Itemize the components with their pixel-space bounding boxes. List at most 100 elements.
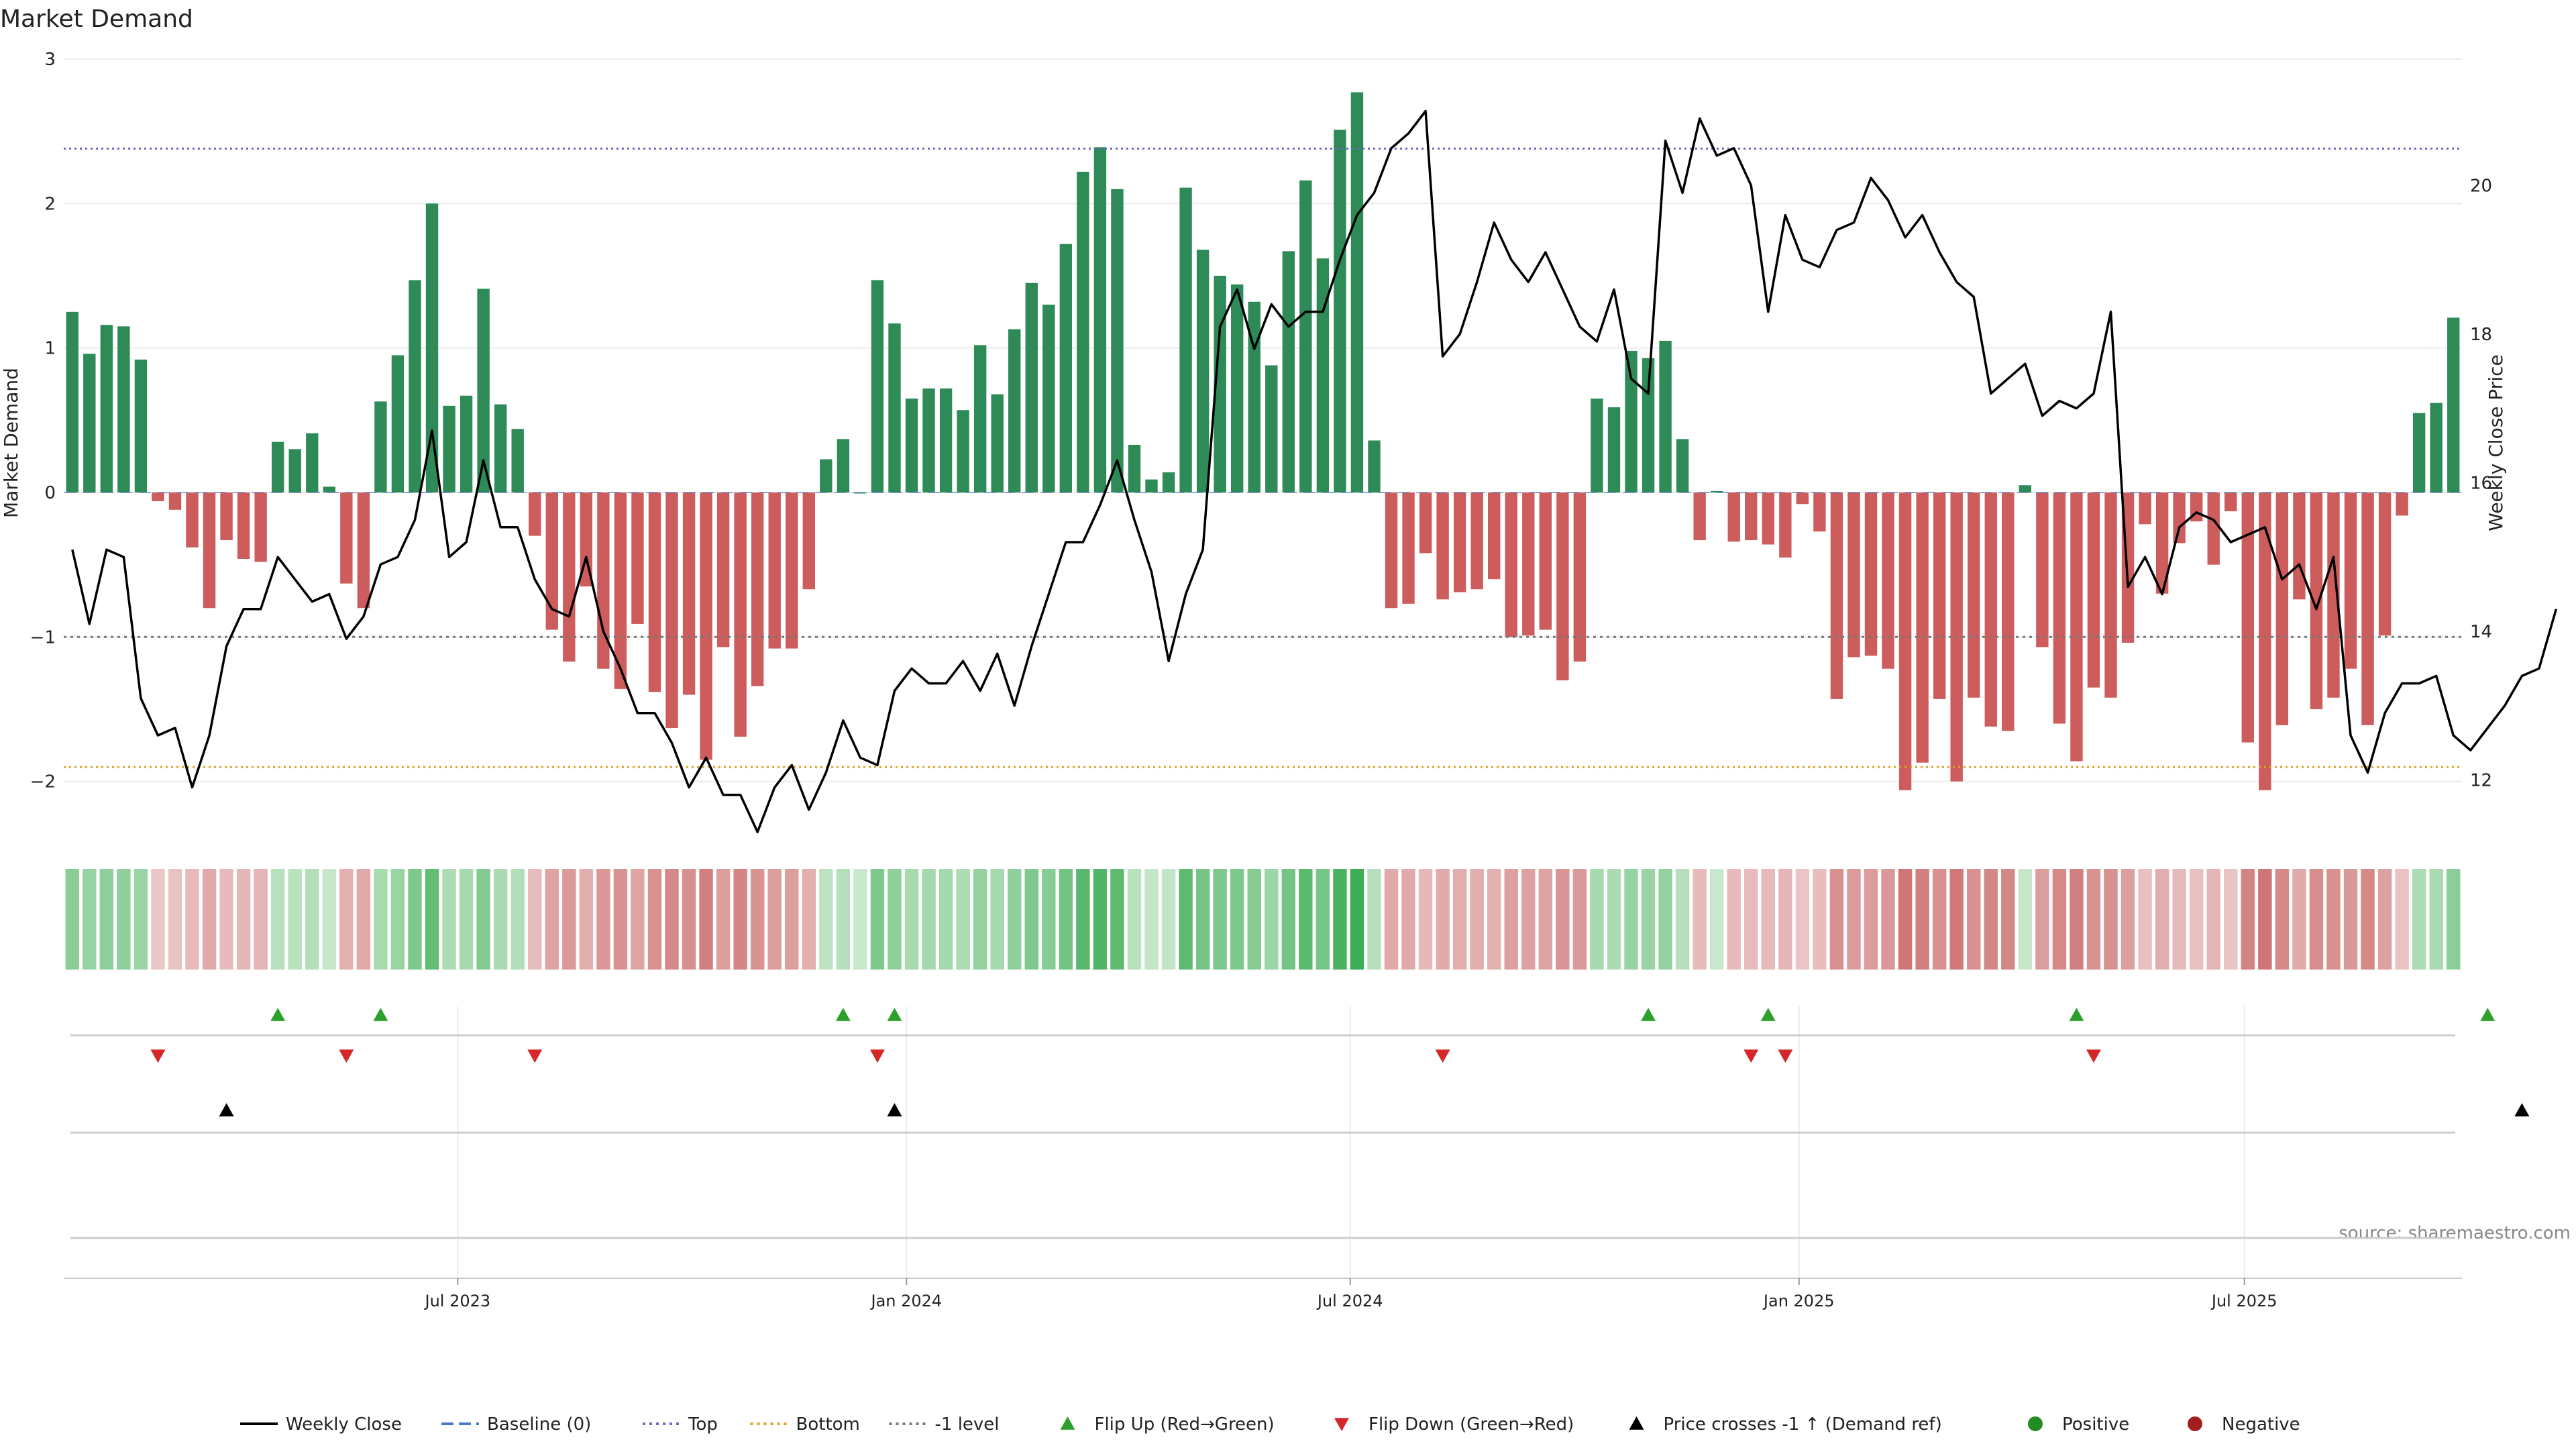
demand-bar — [648, 492, 661, 692]
demand-bar — [939, 388, 953, 492]
demand-bar — [614, 492, 627, 689]
heat-cell — [476, 869, 490, 970]
demand-bar — [2344, 492, 2357, 669]
demand-bar — [1573, 492, 1587, 662]
legend-label: Negative — [2222, 1414, 2300, 1435]
demand-bar — [220, 492, 233, 541]
demand-bar — [545, 492, 558, 630]
demand-bar — [374, 401, 387, 492]
heat-cell — [836, 869, 851, 970]
heat-cell — [2275, 869, 2290, 970]
heat-cell — [2309, 869, 2324, 970]
heat-cell — [2172, 869, 2186, 970]
demand-bar — [66, 311, 78, 492]
demand-bar — [2053, 492, 2066, 724]
heat-cell — [1144, 869, 1159, 970]
demand-bar — [2019, 485, 2032, 492]
heat-cell — [1042, 869, 1056, 970]
flip-down-marker — [150, 1049, 166, 1063]
heat-cell — [528, 869, 542, 970]
demand-bar — [2207, 492, 2220, 565]
heat-cell — [1813, 869, 1827, 970]
y-tick-label: 0 — [44, 483, 56, 503]
heat-cell — [2395, 869, 2409, 970]
legend-label: Baseline (0) — [487, 1414, 591, 1435]
demand-bar — [1179, 187, 1192, 492]
legend-label: Bottom — [796, 1414, 860, 1435]
demand-bar — [2396, 492, 2408, 516]
legend-item: Price crosses -1 ↑ (Demand ref) — [1629, 1414, 1942, 1435]
heat-cell — [1658, 869, 1672, 970]
source-note: source: sharemaestro.com — [2339, 1223, 2571, 1243]
demand-bars — [66, 92, 2460, 790]
price-cross-marker — [219, 1103, 234, 1117]
heat-cell — [1384, 869, 1399, 970]
heat-cell — [168, 869, 182, 970]
demand-bar — [391, 355, 405, 492]
y-tick-label: 1 — [44, 339, 56, 359]
heat-cell — [2258, 869, 2272, 970]
heat-cell — [579, 869, 594, 970]
heat-cell — [288, 869, 302, 970]
heat-cell — [1624, 869, 1638, 970]
demand-bar — [425, 203, 439, 492]
demand-bar — [1676, 439, 1689, 492]
heat-cell — [613, 869, 628, 970]
heat-cell — [990, 869, 1004, 970]
legend-swatch — [1060, 1416, 1075, 1430]
heat-cell — [1195, 869, 1210, 970]
heat-cell — [1967, 869, 1981, 970]
demand-bar — [1299, 180, 1312, 492]
demand-bar — [443, 405, 455, 492]
heat-cell — [2104, 869, 2118, 970]
demand-bar — [2310, 492, 2323, 709]
demand-bar — [837, 439, 850, 492]
demand-bar — [306, 433, 319, 492]
heat-cell — [2206, 869, 2220, 970]
heat-cell — [322, 869, 337, 970]
heat-cell — [511, 869, 525, 970]
demand-bar — [1419, 492, 1432, 554]
heat-cell — [1008, 869, 1022, 970]
demand-bar — [168, 492, 182, 510]
demand-bar — [716, 492, 730, 647]
heat-cell — [356, 869, 371, 970]
heat-cell — [1265, 869, 1279, 970]
heat-cell — [1675, 869, 1690, 970]
legend-item: -1 level — [889, 1414, 1000, 1435]
demand-bar — [2087, 492, 2100, 688]
demand-bar — [991, 394, 1004, 492]
price-cross-marker — [2514, 1103, 2530, 1117]
heat-cell — [1693, 869, 1707, 970]
heat-cell — [2070, 869, 2084, 970]
heat-cell — [853, 869, 867, 970]
legend-label: Flip Up (Red→Green) — [1095, 1414, 1275, 1435]
heat-cell — [305, 869, 319, 970]
heat-cell — [151, 869, 165, 970]
demand-bar — [1214, 275, 1226, 492]
heat-cell — [1024, 869, 1038, 970]
heat-cell — [459, 869, 474, 970]
demand-bar — [529, 492, 541, 536]
demand-bar — [2430, 403, 2443, 492]
heat-cell — [1316, 869, 1330, 970]
legend-item: Bottom — [750, 1414, 860, 1435]
heat-cell — [699, 869, 713, 970]
heat-cell — [647, 869, 662, 970]
heat-cell — [1487, 869, 1501, 970]
demand-bar — [1591, 399, 1603, 492]
legend-label: Weekly Close — [286, 1414, 402, 1435]
legend-swatch — [1334, 1418, 1349, 1431]
demand-bar — [254, 492, 267, 562]
heat-cell — [2035, 869, 2049, 970]
y2-tick-label: 18 — [2470, 325, 2492, 345]
chart-title: Market Demand — [0, 5, 193, 33]
demand-bar — [1248, 301, 1260, 492]
event-markers — [70, 1008, 2530, 1239]
heat-cell — [682, 869, 696, 970]
legend-item: Flip Up (Red→Green) — [1060, 1414, 1275, 1435]
flip-up-marker — [2069, 1008, 2084, 1021]
heat-cell — [819, 869, 833, 970]
heat-cell — [254, 869, 268, 970]
